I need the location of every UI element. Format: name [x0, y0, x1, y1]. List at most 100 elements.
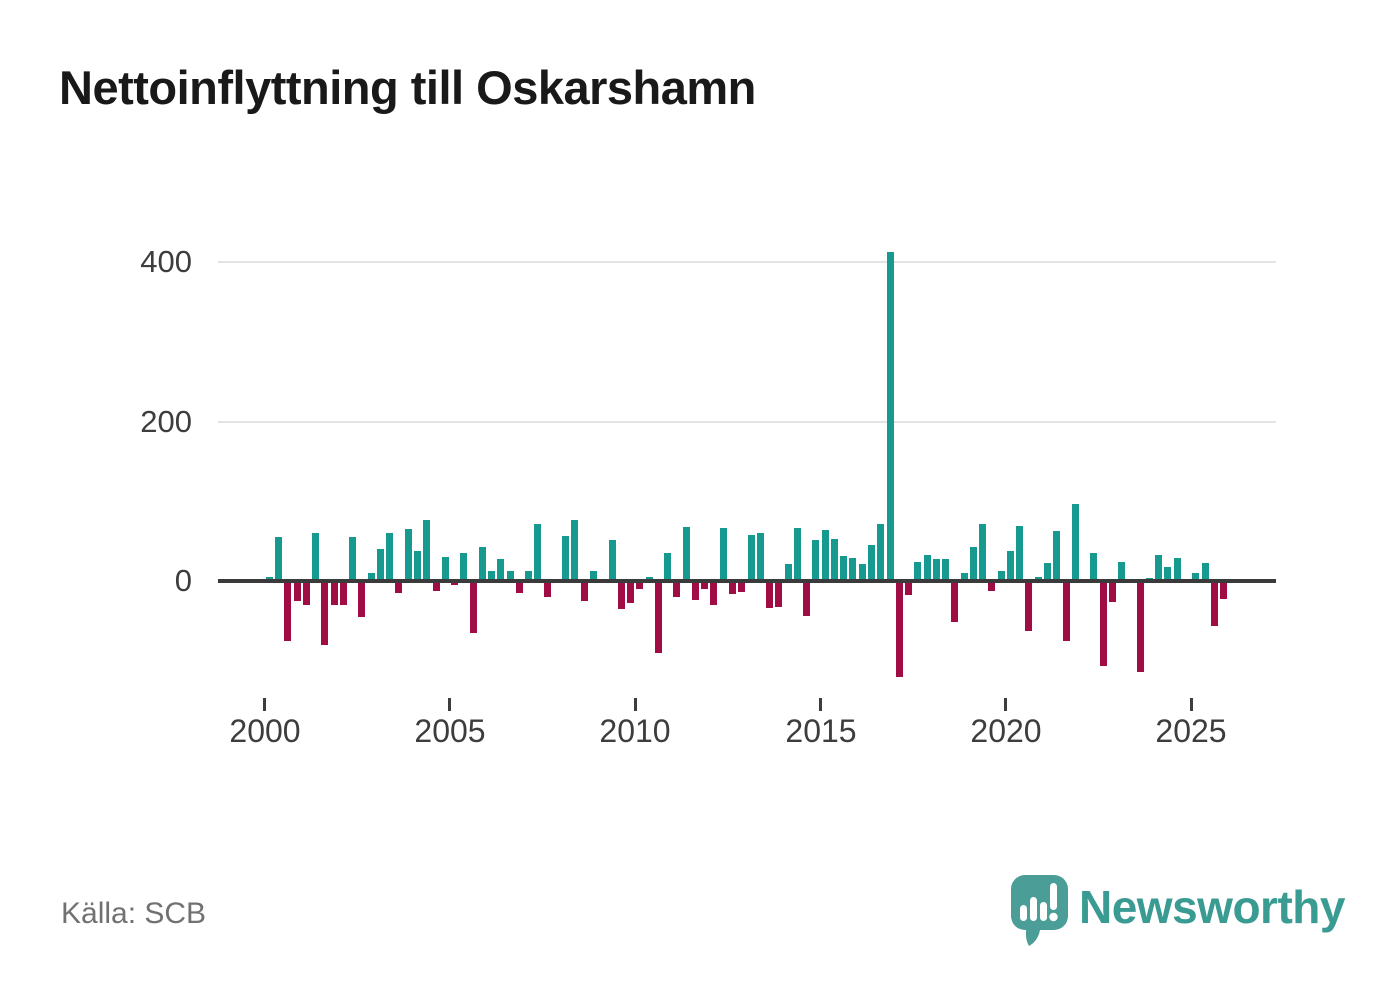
bar-2008Q2	[571, 520, 579, 581]
y-axis-label-0: 0	[174, 563, 192, 598]
gridline-200	[218, 421, 1276, 423]
bar-2006Q1	[488, 571, 496, 581]
x-axis-tick-2010	[633, 698, 637, 711]
x-axis-label-2025: 2025	[1155, 713, 1227, 749]
bar-2003Q2	[386, 533, 394, 581]
bar-2017Q4	[923, 555, 931, 581]
bar-2007Q3	[543, 581, 551, 597]
bar-2000Q3	[284, 581, 292, 641]
bar-2018Q1	[932, 559, 940, 581]
bar-2012Q1	[710, 581, 718, 605]
bar-2007Q1	[525, 571, 533, 581]
bar-2001Q4	[330, 581, 338, 605]
bar-2010Q4	[664, 553, 672, 581]
bar-2014Q2	[793, 528, 801, 581]
bar-2002Q1	[339, 581, 347, 605]
x-axis-tick-2015	[819, 698, 822, 711]
bar-2005Q2	[460, 553, 468, 581]
bar-2016Q3	[877, 524, 885, 581]
bar-2008Q4	[590, 571, 597, 581]
bar-2011Q4	[701, 581, 709, 589]
bar-2010Q1	[636, 581, 644, 589]
x-axis-label-2000: 2000	[229, 713, 301, 749]
bar-2015Q1	[821, 530, 829, 581]
bar-2008Q1	[562, 536, 570, 581]
bar-2002Q3	[358, 581, 366, 617]
bar-2007Q2	[534, 524, 542, 581]
bar-2006Q3	[506, 571, 514, 581]
bar-2025Q2	[1201, 563, 1209, 581]
bar-2011Q2	[682, 527, 690, 581]
newsworthy-wordmark: Newsworthy	[1079, 881, 1345, 933]
bar-2013Q2	[756, 533, 764, 581]
bar-2021Q3	[1062, 581, 1070, 641]
bar-2020Q3	[1025, 581, 1033, 631]
bar-2017Q3	[914, 562, 922, 581]
y-axis-label-400: 400	[140, 244, 192, 279]
bar-2015Q4	[849, 558, 857, 581]
bar-2021Q4	[1071, 504, 1079, 581]
bar-2003Q1	[376, 549, 384, 581]
bar-2012Q2	[719, 528, 727, 581]
chart-title: Nettoinflyttning till Oskarshamn	[59, 61, 756, 114]
bar-2024Q2	[1164, 567, 1172, 581]
bar-2020Q1	[1006, 551, 1014, 581]
x-axis-label-2005: 2005	[414, 713, 486, 749]
source-text: Källa: SCB	[61, 897, 207, 930]
bar-2005Q4	[478, 547, 486, 581]
bar-2015Q2	[830, 539, 838, 581]
x-axis-label-2020: 2020	[970, 713, 1042, 749]
x-axis-tick-2025	[1189, 698, 1193, 711]
x-axis-tick-2000	[263, 698, 267, 711]
bar-2010Q3	[654, 581, 662, 653]
bar-2018Q3	[951, 581, 959, 622]
bar-2023Q1	[1118, 562, 1126, 581]
bar-2019Q3	[988, 581, 996, 591]
x-axis-label-2010: 2010	[599, 713, 671, 749]
bar-2013Q4	[775, 581, 783, 607]
bar-2016Q4	[886, 252, 894, 581]
bar-2020Q2	[1016, 526, 1024, 581]
bar-2025Q1	[1192, 573, 1200, 581]
bar-2014Q1	[784, 564, 792, 581]
bar-2012Q4	[738, 581, 746, 592]
bar-2009Q2	[608, 540, 616, 581]
bar-2004Q2	[423, 520, 431, 581]
bar-2001Q3	[321, 581, 329, 645]
bar-2022Q4	[1108, 581, 1116, 602]
bar-2013Q3	[766, 581, 773, 608]
bar-2011Q1	[673, 581, 681, 597]
bar-2022Q2	[1090, 553, 1098, 581]
bar-2003Q3	[395, 581, 403, 593]
x-axis-tick-2020	[1004, 698, 1008, 711]
bar-2018Q2	[942, 559, 949, 581]
bar-2003Q4	[404, 529, 412, 581]
bar-2004Q4	[441, 557, 449, 581]
bar-2022Q3	[1099, 581, 1107, 666]
bar-2001Q2	[312, 533, 319, 581]
bar-2011Q3	[691, 581, 699, 600]
bar-2009Q4	[627, 581, 634, 603]
bar-2008Q3	[580, 581, 588, 601]
gridline-400	[218, 261, 1276, 263]
bar-2019Q4	[997, 571, 1005, 581]
newsworthy-logo: Newsworthy	[1010, 874, 1345, 954]
bar-2024Q1	[1155, 555, 1163, 581]
bar-2006Q2	[497, 559, 505, 581]
bar-2019Q1	[969, 547, 977, 581]
bar-2000Q2	[275, 537, 282, 581]
bar-2002Q4	[367, 573, 375, 581]
bar-2021Q2	[1053, 531, 1061, 581]
bar-2002Q2	[349, 537, 357, 581]
bar-2006Q4	[515, 581, 523, 593]
bar-2024Q3	[1173, 558, 1181, 581]
bar-2016Q1	[858, 564, 866, 581]
y-axis-label-200: 200	[140, 404, 192, 439]
bar-2005Q3	[469, 581, 477, 633]
bar-2014Q3	[803, 581, 811, 616]
bar-2017Q2	[905, 581, 912, 595]
bar-2018Q4	[960, 573, 968, 581]
bar-2021Q1	[1044, 563, 1051, 581]
x-axis-tick-2005	[448, 698, 452, 711]
